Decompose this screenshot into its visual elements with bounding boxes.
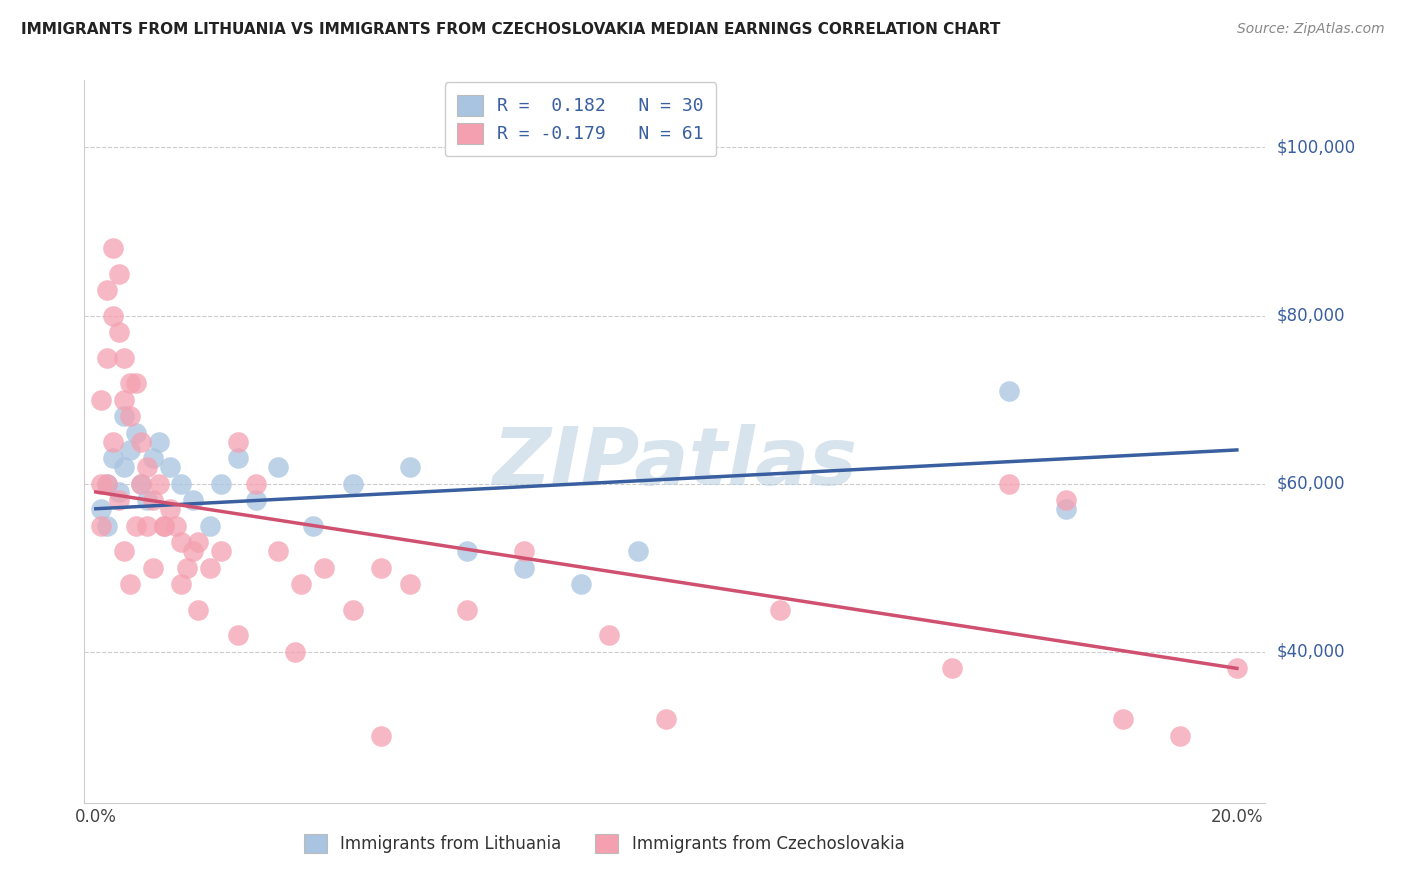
Point xyxy=(101,241,124,255)
Point xyxy=(187,602,209,616)
Point xyxy=(101,434,124,449)
Point xyxy=(101,309,124,323)
Point xyxy=(198,560,221,574)
Point xyxy=(290,577,312,591)
Point xyxy=(118,376,141,390)
Point xyxy=(136,459,159,474)
Text: Source: ZipAtlas.com: Source: ZipAtlas.com xyxy=(1237,22,1385,37)
Point xyxy=(159,501,181,516)
Point xyxy=(245,493,267,508)
Text: ZIPatlas: ZIPatlas xyxy=(492,425,858,502)
Point xyxy=(170,577,193,591)
Point xyxy=(142,451,165,466)
Point xyxy=(125,376,148,390)
Point xyxy=(312,560,335,574)
Point xyxy=(176,560,198,574)
Point xyxy=(112,409,135,424)
Point xyxy=(267,459,290,474)
Point xyxy=(131,476,153,491)
Point xyxy=(512,560,534,574)
Point xyxy=(370,560,392,574)
Point xyxy=(142,493,165,508)
Point xyxy=(107,267,129,281)
Point xyxy=(118,409,141,424)
Point xyxy=(997,476,1019,491)
Point xyxy=(90,476,112,491)
Point xyxy=(101,451,124,466)
Point xyxy=(209,476,232,491)
Point xyxy=(769,602,792,616)
Point xyxy=(655,712,678,726)
Point xyxy=(90,501,112,516)
Point xyxy=(370,729,392,743)
Point xyxy=(301,518,323,533)
Point xyxy=(131,476,153,491)
Point xyxy=(569,577,592,591)
Legend: Immigrants from Lithuania, Immigrants from Czechoslovakia: Immigrants from Lithuania, Immigrants fr… xyxy=(297,827,911,860)
Text: $80,000: $80,000 xyxy=(1277,307,1346,325)
Point xyxy=(1112,712,1135,726)
Point xyxy=(456,543,478,558)
Point xyxy=(228,434,250,449)
Point xyxy=(112,459,135,474)
Point xyxy=(153,518,176,533)
Point xyxy=(228,451,250,466)
Point xyxy=(198,518,221,533)
Point xyxy=(96,283,118,297)
Text: IMMIGRANTS FROM LITHUANIA VS IMMIGRANTS FROM CZECHOSLOVAKIA MEDIAN EARNINGS CORR: IMMIGRANTS FROM LITHUANIA VS IMMIGRANTS … xyxy=(21,22,1001,37)
Point xyxy=(112,543,135,558)
Point xyxy=(107,326,129,340)
Point xyxy=(148,434,170,449)
Point xyxy=(125,518,148,533)
Point xyxy=(627,543,650,558)
Point xyxy=(512,543,534,558)
Text: $100,000: $100,000 xyxy=(1277,138,1355,156)
Point xyxy=(342,602,364,616)
Point xyxy=(1168,729,1191,743)
Point xyxy=(125,426,148,441)
Point xyxy=(398,577,420,591)
Point xyxy=(142,560,165,574)
Point xyxy=(159,459,181,474)
Point xyxy=(170,535,193,549)
Point xyxy=(131,434,153,449)
Point xyxy=(90,518,112,533)
Point xyxy=(153,518,176,533)
Point xyxy=(96,518,118,533)
Point xyxy=(165,518,187,533)
Point xyxy=(1226,661,1249,675)
Point xyxy=(90,392,112,407)
Point xyxy=(245,476,267,491)
Point xyxy=(941,661,963,675)
Text: $40,000: $40,000 xyxy=(1277,642,1346,661)
Point xyxy=(228,628,250,642)
Point xyxy=(187,535,209,549)
Point xyxy=(136,493,159,508)
Point xyxy=(181,493,204,508)
Point xyxy=(456,602,478,616)
Point xyxy=(118,577,141,591)
Point xyxy=(342,476,364,491)
Point xyxy=(148,476,170,491)
Point xyxy=(96,351,118,365)
Point xyxy=(107,485,129,500)
Point xyxy=(1054,501,1077,516)
Point xyxy=(267,543,290,558)
Text: $60,000: $60,000 xyxy=(1277,475,1346,492)
Point xyxy=(96,476,118,491)
Point xyxy=(112,392,135,407)
Point xyxy=(112,351,135,365)
Point xyxy=(284,644,307,658)
Point xyxy=(1054,493,1077,508)
Point xyxy=(136,518,159,533)
Point xyxy=(96,476,118,491)
Point xyxy=(598,628,620,642)
Point xyxy=(181,543,204,558)
Point xyxy=(398,459,420,474)
Point xyxy=(118,442,141,457)
Point xyxy=(107,493,129,508)
Point xyxy=(170,476,193,491)
Point xyxy=(997,384,1019,398)
Point xyxy=(209,543,232,558)
